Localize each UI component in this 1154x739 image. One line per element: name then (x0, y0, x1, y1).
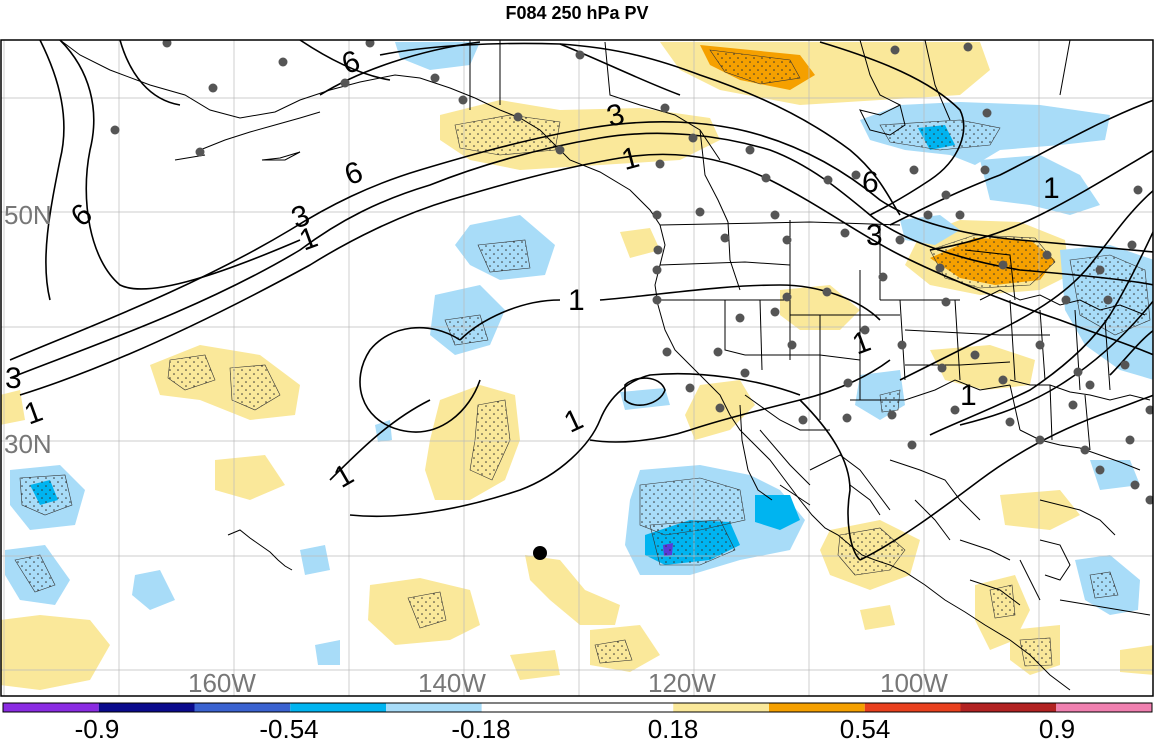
graticule (1, 40, 1153, 696)
colorbar-tick-label: 0.9 (1039, 714, 1075, 739)
anomaly-positive (930, 345, 1035, 390)
anomaly-positive (1000, 490, 1080, 530)
anomaly-positive (860, 605, 895, 630)
colorbar-swatch (3, 703, 99, 712)
colorbar-swatch (769, 703, 865, 712)
colorbar-tick-label: 0.18 (648, 714, 699, 739)
contour-label: 6 (862, 166, 879, 199)
colorbar-swatch (386, 703, 482, 712)
colorbar-tick-label: -0.54 (259, 714, 318, 739)
colorbar-swatch (673, 703, 769, 712)
colorbar-swatch (960, 703, 1057, 712)
stipple-overlays (14, 49, 1151, 667)
longitude-label-160w: 160W (188, 668, 256, 698)
colorbar-swatch (864, 703, 961, 712)
plot-frame (0, 39, 1154, 697)
colorbar-tick-label: -0.9 (75, 714, 120, 739)
colorbar-swatch (481, 703, 674, 712)
axis-label-group: 50N 30N 160W 140W 120W 100W (4, 200, 948, 698)
colorbar-swatch (98, 703, 195, 712)
anomaly-positive (510, 650, 560, 680)
station-dots (110, 40, 1153, 505)
anomaly-negative-strong (755, 495, 800, 530)
longitude-label-100w: 100W (880, 668, 948, 698)
colorbar-swatch (290, 703, 386, 712)
anomaly-negative (300, 545, 330, 575)
anomaly-positive (1, 390, 25, 425)
highlight-point-marker (533, 546, 547, 560)
colorbar-tick-label: -0.18 (451, 714, 510, 739)
contour-label: 1 (960, 379, 977, 412)
latitude-label-50n: 50N (4, 200, 52, 230)
colorbar-tick-label: 0.54 (840, 714, 891, 739)
anomaly-positive (525, 555, 620, 625)
anomaly-negative (132, 570, 175, 610)
colorbar-swatch (1056, 703, 1152, 712)
latitude-label-30n: 30N (4, 429, 52, 459)
anomaly-negative (900, 215, 960, 245)
contour-label: 1 (568, 284, 585, 317)
map-title: F084 250 hPa PV (505, 3, 649, 23)
anomaly-positive (1, 615, 110, 690)
anomaly-positive (215, 455, 285, 500)
colorbar: -0.9 -0.54 -0.18 0.18 0.54 0.9 (2, 702, 1153, 739)
contour-label: 3 (866, 219, 883, 252)
pv-contours (9, 40, 1153, 561)
longitude-label-140w: 140W (418, 668, 486, 698)
contour-label: 1 (1043, 172, 1060, 205)
colorbar-swatches (3, 703, 1152, 712)
anomaly-negative (315, 640, 340, 665)
colorbar-swatch (194, 703, 291, 712)
anomaly-positive (1120, 645, 1153, 675)
anomaly-positive (620, 228, 660, 258)
colorbar-frame (2, 702, 1153, 713)
contour-label: 3 (5, 362, 22, 395)
coastlines-and-borders (59, 40, 1151, 691)
longitude-label-120w: 120W (648, 668, 716, 698)
